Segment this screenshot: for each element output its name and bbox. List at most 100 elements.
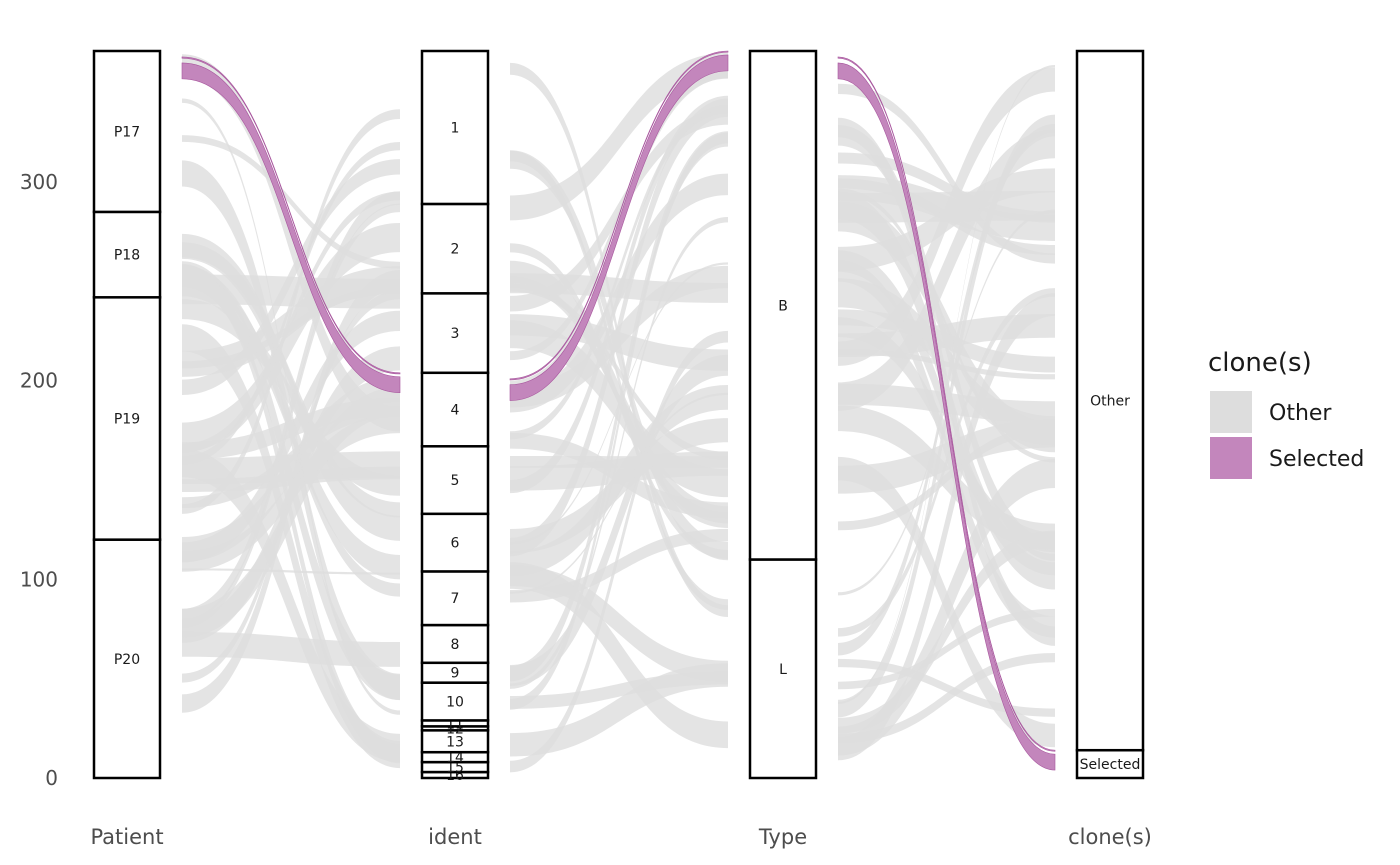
x-axis-label: ident bbox=[428, 825, 482, 849]
legend-title: clone(s) bbox=[1208, 348, 1312, 378]
flow-other bbox=[510, 98, 728, 557]
legend-swatch-selected bbox=[1210, 437, 1252, 479]
flow-other bbox=[510, 52, 728, 221]
flow-selected bbox=[837, 62, 1056, 771]
x-axis-label: Patient bbox=[90, 825, 163, 849]
stratum-label: 5 bbox=[451, 473, 460, 489]
flow-other bbox=[838, 419, 1055, 494]
flow-other bbox=[182, 386, 400, 638]
stratum-label: 15 bbox=[446, 760, 464, 776]
flow-other bbox=[182, 54, 400, 432]
stratum-label: 1 bbox=[451, 120, 460, 136]
flow-other bbox=[838, 129, 1055, 411]
x-axis-label: Type bbox=[758, 825, 807, 849]
stratum-label: P18 bbox=[114, 248, 140, 264]
flow-other bbox=[510, 105, 728, 440]
stratum-p17 bbox=[92, 49, 162, 214]
stratum-other bbox=[1075, 49, 1145, 752]
flow-other bbox=[510, 354, 728, 686]
stratum-6 bbox=[420, 512, 490, 573]
flow-other bbox=[182, 271, 400, 580]
flow-other bbox=[182, 233, 400, 541]
stratum-selected bbox=[1075, 748, 1145, 780]
flow-other bbox=[838, 168, 1055, 271]
stratum-label: 3 bbox=[451, 326, 460, 342]
flow-other bbox=[838, 83, 1055, 264]
flow-other bbox=[510, 283, 728, 460]
flow-other bbox=[510, 217, 728, 689]
stratum-label: Selected bbox=[1080, 757, 1141, 773]
flow-selected bbox=[181, 62, 401, 393]
y-tick-label: 200 bbox=[20, 369, 58, 393]
x-axis: Patient ident Type clone(s) bbox=[90, 825, 1151, 849]
flow-other bbox=[182, 242, 400, 518]
stratum-l bbox=[748, 558, 818, 780]
stratum-label: 13 bbox=[446, 734, 464, 750]
y-tick-label: 100 bbox=[20, 567, 58, 591]
stratum-label: 14 bbox=[446, 750, 464, 766]
stratum-label: P17 bbox=[114, 124, 140, 140]
flows-layer bbox=[181, 50, 1056, 773]
flow-other bbox=[510, 432, 728, 519]
stratum-label: 7 bbox=[451, 591, 460, 607]
flow-other bbox=[510, 150, 728, 561]
flow-selected-thin bbox=[837, 56, 1056, 752]
stratum-label: 4 bbox=[451, 403, 460, 419]
flow-selected bbox=[509, 54, 729, 401]
stratum-1 bbox=[420, 49, 490, 206]
stratum-label: P19 bbox=[114, 411, 140, 427]
flow-other bbox=[838, 456, 1055, 748]
flow-other bbox=[838, 317, 1055, 553]
flow-other bbox=[182, 448, 400, 763]
flow-other bbox=[182, 141, 400, 465]
legend: clone(s) Other Selected bbox=[1208, 348, 1364, 479]
flow-selected-thin bbox=[181, 56, 401, 375]
stratum-2 bbox=[420, 202, 490, 295]
flow-other bbox=[838, 293, 1055, 761]
flow-other bbox=[182, 324, 400, 769]
stratum-label: L bbox=[779, 662, 787, 678]
flow-other bbox=[838, 405, 1055, 550]
stratum-label: 9 bbox=[451, 666, 460, 682]
stratum-8 bbox=[420, 623, 490, 665]
flow-other bbox=[838, 64, 1055, 704]
stratum-7 bbox=[420, 570, 490, 627]
flow-other bbox=[182, 223, 400, 452]
flow-other bbox=[838, 152, 1055, 223]
stratum-b bbox=[748, 49, 818, 561]
stratum-5 bbox=[420, 445, 490, 516]
flow-other bbox=[510, 314, 728, 371]
y-tick-label: 0 bbox=[45, 766, 58, 790]
legend-swatch-other bbox=[1210, 391, 1252, 433]
stratum-label: Other bbox=[1090, 394, 1130, 410]
flow-other bbox=[510, 663, 728, 757]
legend-label-selected: Selected bbox=[1269, 447, 1364, 472]
flow-other bbox=[838, 658, 1055, 717]
flow-other bbox=[838, 117, 1055, 646]
stratum-label: B bbox=[778, 298, 788, 314]
y-axis: 0 100 200 300 bbox=[20, 170, 58, 790]
stratum-label: 8 bbox=[451, 637, 460, 653]
flow-other bbox=[182, 405, 400, 509]
stratum-label: 2 bbox=[451, 242, 460, 258]
flow-other bbox=[182, 98, 400, 715]
flow-other bbox=[838, 608, 1055, 690]
flow-other bbox=[182, 135, 400, 269]
flow-other bbox=[838, 188, 1055, 463]
flow-other bbox=[182, 159, 400, 395]
flow-other bbox=[182, 191, 400, 453]
flow-other bbox=[510, 260, 728, 529]
stratum-label: 6 bbox=[451, 536, 460, 552]
flow-other bbox=[510, 320, 728, 498]
y-tick-label: 300 bbox=[20, 170, 58, 194]
flow-other bbox=[510, 109, 728, 312]
flow-other bbox=[838, 652, 1055, 743]
x-axis-label: clone(s) bbox=[1068, 825, 1152, 849]
stratum-label: P20 bbox=[114, 652, 140, 668]
flow-other bbox=[510, 330, 728, 773]
stratum-p18 bbox=[92, 210, 162, 299]
flow-other bbox=[182, 412, 400, 572]
flow-other bbox=[182, 299, 400, 496]
flow-other bbox=[510, 150, 728, 610]
